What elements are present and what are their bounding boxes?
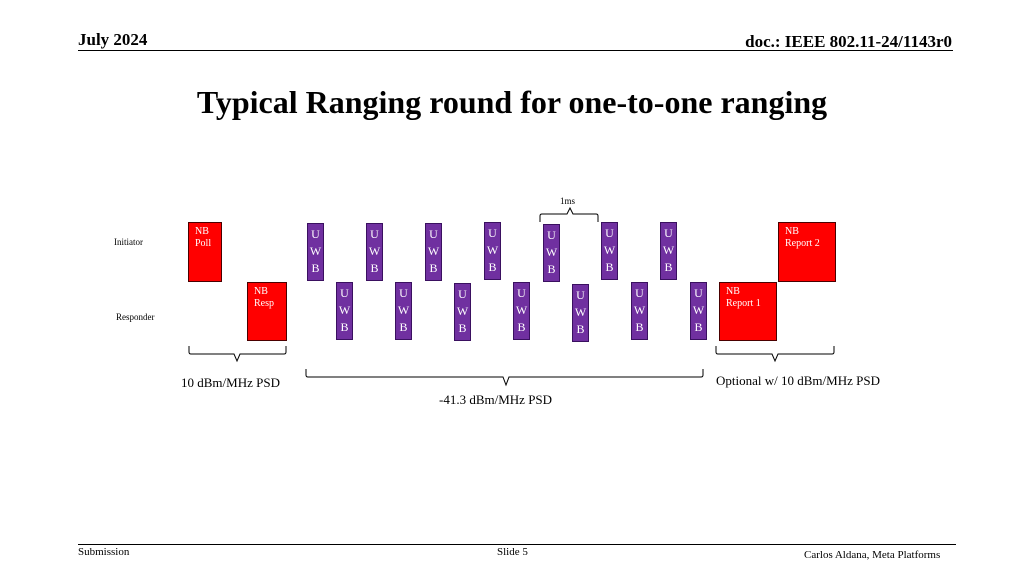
uwb-letter: B: [340, 320, 349, 334]
uwb-letter: B: [429, 261, 438, 275]
left-psd-bracket: [188, 346, 287, 363]
right-psd-label: Optional w/ 10 dBm/MHz PSD: [716, 373, 880, 388]
uwb-letter: U: [517, 286, 526, 300]
footer-submission: Submission: [78, 546, 130, 558]
header-doc-id: doc.: IEEE 802.11-24/1143r0: [745, 32, 952, 51]
uwb-letter: W: [456, 304, 469, 318]
uwb-letter: B: [458, 321, 467, 335]
middle-psd-label: -41.3 dBm/MHz PSD: [439, 392, 553, 407]
uwb-letter: W: [574, 305, 587, 319]
uwb-letter: U: [458, 287, 467, 301]
uwb-letter: B: [605, 260, 614, 274]
uwb-letter: U: [399, 286, 408, 300]
nb-report1-line2: Report 1: [726, 298, 761, 309]
initiator-label: Initiator: [114, 237, 143, 247]
left-psd-label: 10 dBm/MHz PSD: [181, 375, 280, 390]
footer-rule: [78, 544, 956, 545]
header-rule: [78, 50, 953, 51]
header-date: July 2024: [78, 30, 148, 49]
uwb-letter: U: [340, 286, 349, 300]
responder-label: Responder: [116, 312, 155, 322]
uwb-letter: U: [429, 227, 438, 241]
uwb-letter: W: [338, 303, 351, 317]
uwb-letter: U: [664, 226, 673, 240]
uwb-letter: B: [694, 320, 703, 334]
uwb-letter: W: [397, 303, 410, 317]
uwb-letter: W: [515, 303, 528, 317]
uwb-letter: W: [427, 244, 440, 258]
uwb-letter: B: [488, 260, 497, 274]
uwb-letter: W: [633, 303, 646, 317]
uwb-letter: B: [517, 320, 526, 334]
uwb-letter: W: [662, 243, 675, 257]
uwb-letter: W: [309, 244, 322, 258]
uwb-letter: U: [547, 228, 556, 242]
uwb-letter: W: [603, 243, 616, 257]
nb-resp-line1: NB: [254, 286, 268, 297]
nb-poll-line1: NB: [195, 226, 209, 237]
uwb-letter: U: [488, 226, 497, 240]
uwb-letter: B: [399, 320, 408, 334]
slide-title: Typical Ranging round for one-to-one ran…: [196, 84, 828, 120]
uwb-letter: B: [370, 261, 379, 275]
uwb-letter: B: [664, 260, 673, 274]
uwb-letter: B: [311, 261, 320, 275]
uwb-letter: U: [311, 227, 320, 241]
nb-poll-line2: Poll: [195, 238, 212, 249]
footer-slide-number: Slide 5: [497, 546, 528, 558]
nb-resp-line2: Resp: [254, 298, 274, 309]
uwb-letter: B: [635, 320, 644, 334]
right-psd-bracket: [715, 346, 835, 363]
nb-resp-box: NB Resp: [247, 282, 287, 341]
footer-author: Carlos Aldana, Meta Platforms: [804, 549, 941, 561]
timing-label: 1ms: [560, 196, 576, 206]
nb-report2-line2: Report 2: [785, 238, 820, 249]
uwb-letter: W: [692, 303, 705, 317]
middle-psd-bracket: [305, 369, 704, 387]
uwb-letter: U: [694, 286, 703, 300]
uwb-letter: W: [545, 245, 558, 259]
nb-poll-box: NB Poll: [188, 222, 222, 282]
uwb-letter: B: [547, 262, 556, 276]
uwb-letter: W: [368, 244, 381, 258]
nb-report2-line1: NB: [785, 226, 799, 237]
nb-report2-box: NB Report 2: [778, 222, 836, 282]
uwb-letter: U: [576, 288, 585, 302]
timing-bracket: [539, 206, 599, 222]
uwb-letter: U: [635, 286, 644, 300]
uwb-letter: U: [605, 226, 614, 240]
nb-report1-box: NB Report 1: [719, 282, 777, 341]
uwb-letter: U: [370, 227, 379, 241]
uwb-letter: B: [576, 322, 585, 336]
uwb-letter: W: [486, 243, 499, 257]
nb-report1-line1: NB: [726, 286, 740, 297]
